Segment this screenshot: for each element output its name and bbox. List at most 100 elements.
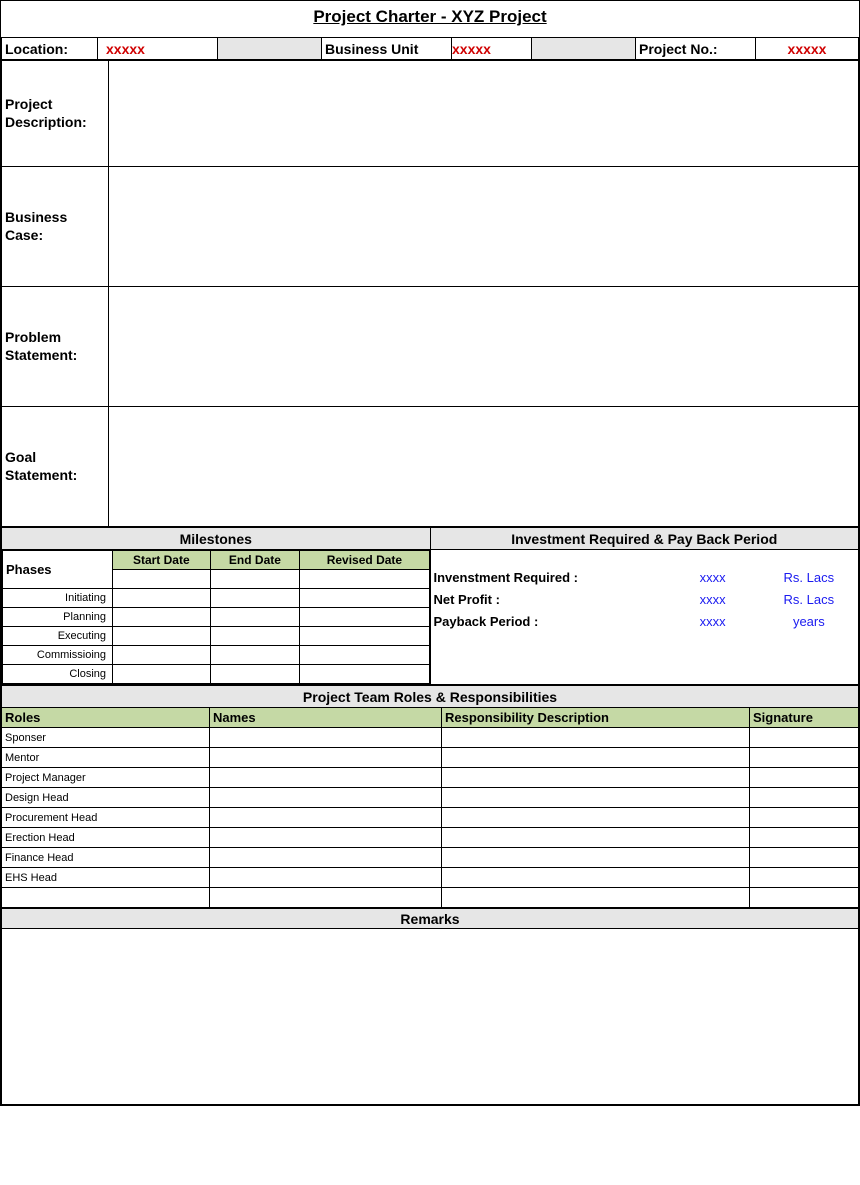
ms-cell (113, 570, 211, 589)
names-cell (210, 828, 442, 848)
col-start-date: Start Date (113, 551, 211, 570)
location-label: Location: (2, 38, 98, 60)
goal-statement-label: Goal Statement: (2, 407, 109, 527)
role-ehs-head: EHS Head (2, 868, 210, 888)
names-cell (210, 868, 442, 888)
inv-required-unit: Rs. Lacs (760, 566, 858, 588)
col-revised-date: Revised Date (300, 551, 429, 570)
resp-cell (442, 848, 750, 868)
sig-cell (750, 888, 859, 908)
project-no-value: xxxxx (756, 38, 859, 60)
ms-cell (300, 665, 429, 684)
team-header: Project Team Roles & Responsibilities (2, 686, 859, 708)
net-profit-label: Net Profit : (431, 588, 666, 610)
ms-cell (210, 608, 300, 627)
names-cell (210, 768, 442, 788)
sig-cell (750, 848, 859, 868)
problem-statement-content (109, 287, 859, 407)
ms-cell (113, 627, 211, 646)
payback-period-unit: years (760, 610, 858, 632)
col-end-date: End Date (210, 551, 300, 570)
names-cell (210, 788, 442, 808)
project-no-label: Project No.: (636, 38, 756, 60)
ms-cell (210, 665, 300, 684)
ms-cell (300, 608, 429, 627)
business-case-content (109, 167, 859, 287)
ms-cell (300, 570, 429, 589)
phase-initiating: Initiating (3, 589, 113, 608)
names-cell (210, 808, 442, 828)
ms-cell (113, 589, 211, 608)
inv-required-label: Invenstment Required : (431, 566, 666, 588)
sig-cell (750, 728, 859, 748)
remarks-content (2, 929, 859, 1105)
sig-cell (750, 788, 859, 808)
location-value: xxxxx (98, 38, 218, 60)
problem-statement-label: Problem Statement: (2, 287, 109, 407)
col-roles: Roles (2, 708, 210, 728)
role-blank (2, 888, 210, 908)
project-description-content (109, 61, 859, 167)
role-mentor: Mentor (2, 748, 210, 768)
role-sponser: Sponser (2, 728, 210, 748)
description-table: Project Description: Business Case: Prob… (1, 60, 859, 527)
names-cell (210, 728, 442, 748)
role-project-manager: Project Manager (2, 768, 210, 788)
phase-executing: Executing (3, 627, 113, 646)
remarks-header: Remarks (2, 909, 859, 929)
sig-cell (750, 808, 859, 828)
role-procurement-head: Procurement Head (2, 808, 210, 828)
phase-planning: Planning (3, 608, 113, 627)
resp-cell (442, 868, 750, 888)
ms-cell (210, 570, 300, 589)
ms-cell (113, 608, 211, 627)
col-signature: Signature (750, 708, 859, 728)
resp-cell (442, 788, 750, 808)
names-cell (210, 748, 442, 768)
sig-cell (750, 828, 859, 848)
role-finance-head: Finance Head (2, 848, 210, 868)
names-cell (210, 848, 442, 868)
role-design-head: Design Head (2, 788, 210, 808)
sig-cell (750, 748, 859, 768)
page-title: Project Charter - XYZ Project (1, 1, 859, 37)
ms-cell (113, 646, 211, 665)
net-profit-unit: Rs. Lacs (760, 588, 858, 610)
resp-cell (442, 748, 750, 768)
inv-required-value: xxxx (666, 566, 760, 588)
project-charter-page: Project Charter - XYZ Project Location: … (0, 0, 860, 1106)
resp-cell (442, 828, 750, 848)
sig-cell (750, 768, 859, 788)
col-names: Names (210, 708, 442, 728)
resp-cell (442, 728, 750, 748)
sig-cell (750, 868, 859, 888)
ms-cell (113, 665, 211, 684)
resp-cell (442, 888, 750, 908)
header-table: Location: xxxxx Business Unit xxxxx Proj… (1, 37, 859, 60)
phase-commissioning: Commissioing (3, 646, 113, 665)
project-description-label: Project Description: (2, 61, 109, 167)
ms-cell (300, 589, 429, 608)
business-case-label: Business Case: (2, 167, 109, 287)
names-cell (210, 888, 442, 908)
phase-closing: Closing (3, 665, 113, 684)
ms-cell (300, 646, 429, 665)
payback-period-label: Payback Period : (431, 610, 666, 632)
goal-statement-content (109, 407, 859, 527)
ms-cell (210, 589, 300, 608)
team-table: Project Team Roles & Responsibilities Ro… (1, 685, 859, 908)
ms-cell (210, 627, 300, 646)
business-unit-label: Business Unit (322, 38, 452, 60)
investment-block: Invenstment Required : xxxx Rs. Lacs Net… (430, 550, 859, 685)
spacer-cell (218, 38, 322, 60)
col-responsibility: Responsibility Description (442, 708, 750, 728)
ms-cell (300, 627, 429, 646)
role-erection-head: Erection Head (2, 828, 210, 848)
resp-cell (442, 808, 750, 828)
business-unit-value: xxxxx (452, 38, 532, 60)
spacer-cell (532, 38, 636, 60)
phases-label: Phases (3, 551, 113, 589)
milestones-header: Milestones (2, 528, 431, 550)
ms-cell (210, 646, 300, 665)
remarks-table: Remarks (1, 908, 859, 1105)
